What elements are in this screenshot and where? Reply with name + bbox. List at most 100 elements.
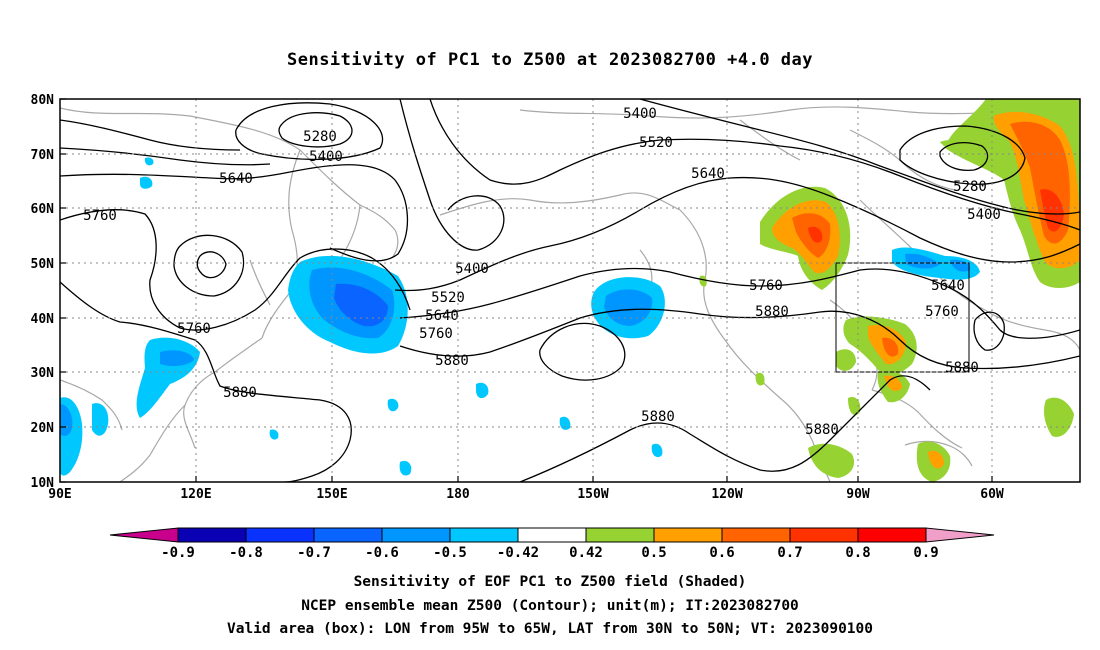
plot-area <box>60 99 1080 482</box>
contour-label: 5880 <box>945 360 979 376</box>
colorbar-swatch <box>313 527 383 543</box>
contour-5400-west <box>235 102 384 161</box>
colorbar-label: -0.9 <box>161 545 195 561</box>
colorbar-label: -0.42 <box>497 545 539 561</box>
contour-5880-west <box>60 281 352 482</box>
contour-label: 5280 <box>953 179 987 195</box>
colorbar-under-triangle <box>109 527 179 543</box>
contour-label: 5880 <box>223 385 257 401</box>
lon-label: 150W <box>577 487 608 502</box>
contour-5880-mid <box>399 308 1080 370</box>
colorbar-swatch <box>789 527 859 543</box>
colorbar-swatch <box>177 527 247 543</box>
colorbar-swatch <box>721 527 791 543</box>
tick-marks <box>60 98 993 483</box>
colorbar-swatch <box>245 527 315 543</box>
contour-label: 5400 <box>455 261 489 277</box>
colorbar-swatch <box>517 527 587 543</box>
contour-5400-mid <box>399 99 505 251</box>
lon-label: 180 <box>446 487 470 502</box>
contour-label: 5640 <box>425 308 459 324</box>
colorbar-label: 0.6 <box>709 545 734 561</box>
contour-label: 5760 <box>419 326 453 342</box>
colorbar-swatch <box>381 527 451 543</box>
colorbar-label: 0.8 <box>845 545 870 561</box>
lon-label: 120W <box>711 487 742 502</box>
colorbar-label: -0.6 <box>365 545 399 561</box>
colorbar: -0.9 -0.8 -0.7 -0.6 -0.5 -0.42 0.42 0.5 0.6 0.7 0.… <box>109 527 995 561</box>
contour-label: 5880 <box>641 409 675 425</box>
contour-5280-east <box>899 125 1026 185</box>
lon-label: 60W <box>980 487 1004 502</box>
lat-label: 80N <box>31 93 55 108</box>
contour-east-loop <box>973 311 1005 351</box>
positive-sensitivity-shading <box>699 99 1080 482</box>
contour-label: 5760 <box>83 208 117 224</box>
contour-label: 5520 <box>431 290 465 306</box>
colorbar-label: 0.42 <box>569 545 603 561</box>
contour-5640 <box>60 164 409 262</box>
map-title: Sensitivity of PC1 to Z500 at 2023082700… <box>286 50 813 70</box>
contour-labels: 5280 5400 5640 5760 5400 5520 5640 5760 … <box>83 106 1001 438</box>
colorbar-label: -0.5 <box>433 545 467 561</box>
lat-label: 10N <box>31 476 55 491</box>
colorbar-swatch <box>449 527 519 543</box>
colorbar-swatch <box>857 527 927 543</box>
lon-label: 90W <box>846 487 870 502</box>
contour-label: 5280 <box>303 129 337 145</box>
caption-contour: NCEP ensemble mean Z500 (Contour); unit(… <box>301 598 799 614</box>
contour-label: 5640 <box>219 171 253 187</box>
colorbar-swatch <box>585 527 655 543</box>
contour-label: 5520 <box>639 135 673 151</box>
lon-label: 120E <box>180 487 211 502</box>
contour-ridge-west-upper <box>60 119 241 151</box>
lon-label: 150E <box>316 487 347 502</box>
plot-frame <box>59 98 1081 483</box>
contour-5400-east <box>639 99 1080 215</box>
longitude-labels: 90E 120E 150E 180 150W 120W 90W 60W <box>48 487 1004 502</box>
contour-ridge-west-upper-2 <box>60 147 271 166</box>
contour-label: 5880 <box>805 422 839 438</box>
lon-label: 90E <box>48 487 71 502</box>
z500-contours <box>60 99 1080 482</box>
contour-low-east <box>939 141 989 172</box>
lat-label: 30N <box>31 366 55 381</box>
contour-label: 5760 <box>925 304 959 320</box>
colorbar-label: 0.9 <box>913 545 938 561</box>
contour-label: 5880 <box>755 304 789 320</box>
contour-5640-mid <box>394 176 1080 292</box>
colorbar-swatch <box>653 527 723 543</box>
lat-label: 40N <box>31 312 55 327</box>
gridlines <box>60 99 1080 482</box>
contour-5760-mid <box>399 267 1080 339</box>
negative-sensitivity-shading <box>60 157 980 476</box>
contour-5760-west <box>60 209 411 331</box>
colorbar-label: -0.8 <box>229 545 263 561</box>
colorbar-label: 0.5 <box>641 545 666 561</box>
colorbar-over-triangle <box>925 527 995 543</box>
contour-label: 5400 <box>623 106 657 122</box>
colorbar-label: 0.7 <box>777 545 802 561</box>
contour-low-japan <box>196 251 227 279</box>
contour-label: 5880 <box>435 353 469 369</box>
contour-label: 5400 <box>967 207 1001 223</box>
caption-valid-area: Valid area (box): LON from 95W to 65W, L… <box>226 621 873 637</box>
contour-label: 5760 <box>749 278 783 294</box>
contour-label: 5400 <box>309 149 343 165</box>
contour-label: 5640 <box>931 278 965 294</box>
colorbar-label: -0.7 <box>297 545 331 561</box>
lat-label: 50N <box>31 257 55 272</box>
contour-5880-pacific-high <box>539 322 626 381</box>
contour-label: 5760 <box>177 321 211 337</box>
lat-label: 20N <box>31 421 55 436</box>
caption-shading: Sensitivity of EOF PC1 to Z500 field (Sh… <box>353 574 747 590</box>
contour-low-japan-2 <box>173 234 245 297</box>
contour-label: 5640 <box>691 166 725 182</box>
contour-5280-west <box>278 112 353 148</box>
contour-5520-mid <box>429 99 1080 231</box>
latitude-labels: 80N 70N 60N 50N 40N 30N 20N 10N <box>31 93 55 491</box>
contour-5880-south <box>519 375 931 482</box>
lat-label: 70N <box>31 148 55 163</box>
lat-label: 60N <box>31 202 55 217</box>
